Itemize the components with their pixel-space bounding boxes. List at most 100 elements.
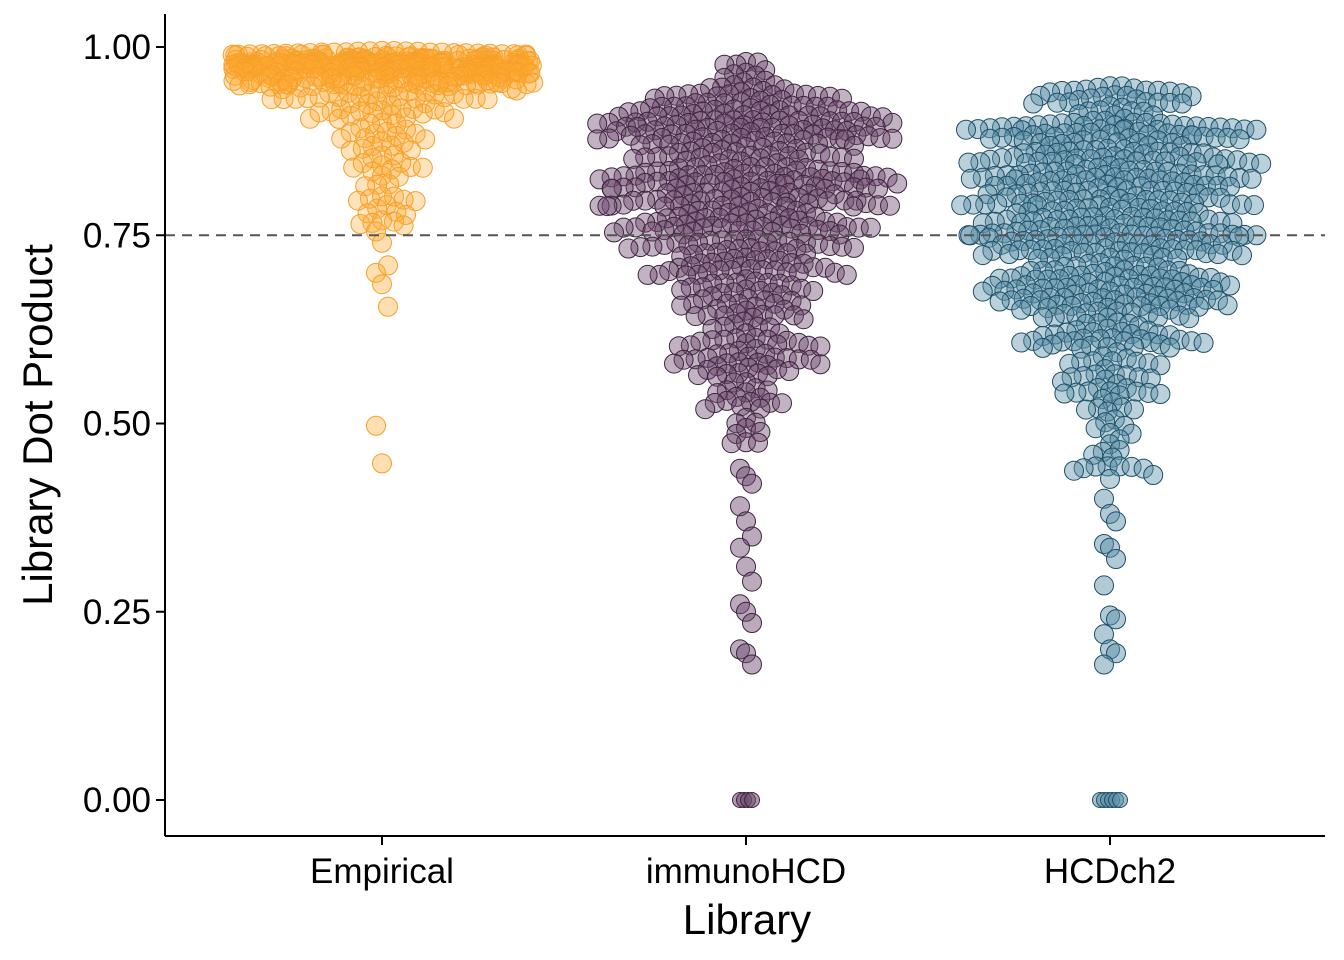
data-point [1244, 195, 1264, 216]
data-point [601, 178, 622, 199]
y-tick-label: 0.25 [83, 593, 151, 632]
data-point [719, 149, 740, 170]
data-point [1232, 194, 1252, 215]
data-point [664, 353, 684, 374]
data-point [856, 193, 876, 214]
data-point [1229, 129, 1250, 150]
data-point [848, 217, 869, 238]
outlier-point [736, 511, 756, 532]
data-point [1114, 249, 1135, 270]
data-point [757, 366, 778, 387]
y-tick-label: 0.00 [83, 781, 151, 820]
data-point [587, 113, 608, 134]
data-point [635, 124, 656, 145]
data-point [1100, 434, 1120, 455]
data-point [1071, 265, 1092, 286]
data-point [424, 99, 445, 120]
data-point [405, 191, 426, 212]
data-point [1193, 332, 1214, 353]
data-point [1121, 324, 1142, 345]
data-point [745, 378, 766, 399]
data-point [1119, 128, 1140, 149]
outlier-point [1094, 575, 1114, 596]
data-point [810, 106, 831, 127]
data-point [882, 128, 903, 149]
data-point [860, 217, 881, 238]
data-point [285, 88, 306, 109]
data-point [1208, 244, 1228, 264]
data-point [1030, 290, 1051, 311]
data-point [1095, 412, 1116, 433]
data-point [434, 102, 455, 123]
data-point [523, 72, 544, 93]
data-point [1083, 351, 1104, 372]
data-point [1241, 168, 1262, 189]
data-point [1172, 93, 1192, 114]
data-point [1023, 93, 1044, 114]
data-point [757, 380, 778, 401]
data-point [1121, 423, 1142, 444]
data-point [618, 102, 639, 123]
outlier-point [1106, 549, 1126, 569]
data-point [1035, 144, 1056, 165]
data-point [832, 111, 852, 132]
data-point [692, 289, 713, 310]
data-point [815, 257, 836, 278]
data-point [736, 407, 756, 428]
data-point [1032, 239, 1053, 260]
data-point [1109, 440, 1130, 461]
data-point [776, 262, 797, 283]
data-point [793, 119, 814, 140]
data-point [781, 218, 802, 239]
data-point [1076, 399, 1096, 420]
data-point [1011, 120, 1032, 141]
data-point [362, 161, 383, 182]
data-point [1066, 198, 1087, 219]
data-point [836, 264, 857, 285]
data-point [1016, 153, 1036, 174]
data-point [882, 112, 903, 133]
data-point [1011, 212, 1032, 233]
data-point [748, 432, 768, 453]
points-layer [222, 40, 1272, 808]
axes-layer: 0.00 0.25 0.50 0.75 1.00 Empirical immunoHCD HC… [83, 14, 1325, 891]
data-point [700, 173, 720, 194]
data-point [736, 323, 756, 344]
data-point [1066, 123, 1087, 143]
data-point [750, 118, 771, 138]
data-point [793, 309, 814, 330]
data-point [300, 108, 320, 129]
data-point [642, 236, 663, 257]
data-point [726, 413, 747, 434]
data-point [704, 393, 725, 413]
data-point [685, 157, 706, 178]
data-point [379, 174, 400, 195]
data-point [1064, 80, 1084, 101]
outlier-point [1106, 609, 1126, 630]
outlier-point [366, 415, 386, 436]
data-point [868, 178, 888, 199]
data-point [1064, 331, 1084, 352]
data-point [1124, 112, 1144, 133]
data-point [951, 195, 972, 216]
data-point [738, 346, 759, 367]
data-point [1208, 290, 1228, 311]
data-point [516, 74, 537, 95]
data-point [836, 217, 857, 238]
data-point [1160, 142, 1180, 163]
data-point [1052, 371, 1072, 392]
data-point [659, 106, 680, 127]
data-point [800, 349, 821, 370]
data-point [465, 88, 486, 109]
data-point [731, 151, 752, 172]
outlier-point [736, 601, 756, 622]
data-point [1193, 143, 1214, 164]
data-point [827, 212, 848, 233]
data-point [1032, 337, 1053, 358]
data-point [1143, 465, 1164, 485]
data-point [721, 260, 742, 281]
data-point [613, 217, 634, 238]
data-point [444, 108, 464, 129]
data-point [755, 60, 776, 81]
data-point [1210, 187, 1231, 208]
